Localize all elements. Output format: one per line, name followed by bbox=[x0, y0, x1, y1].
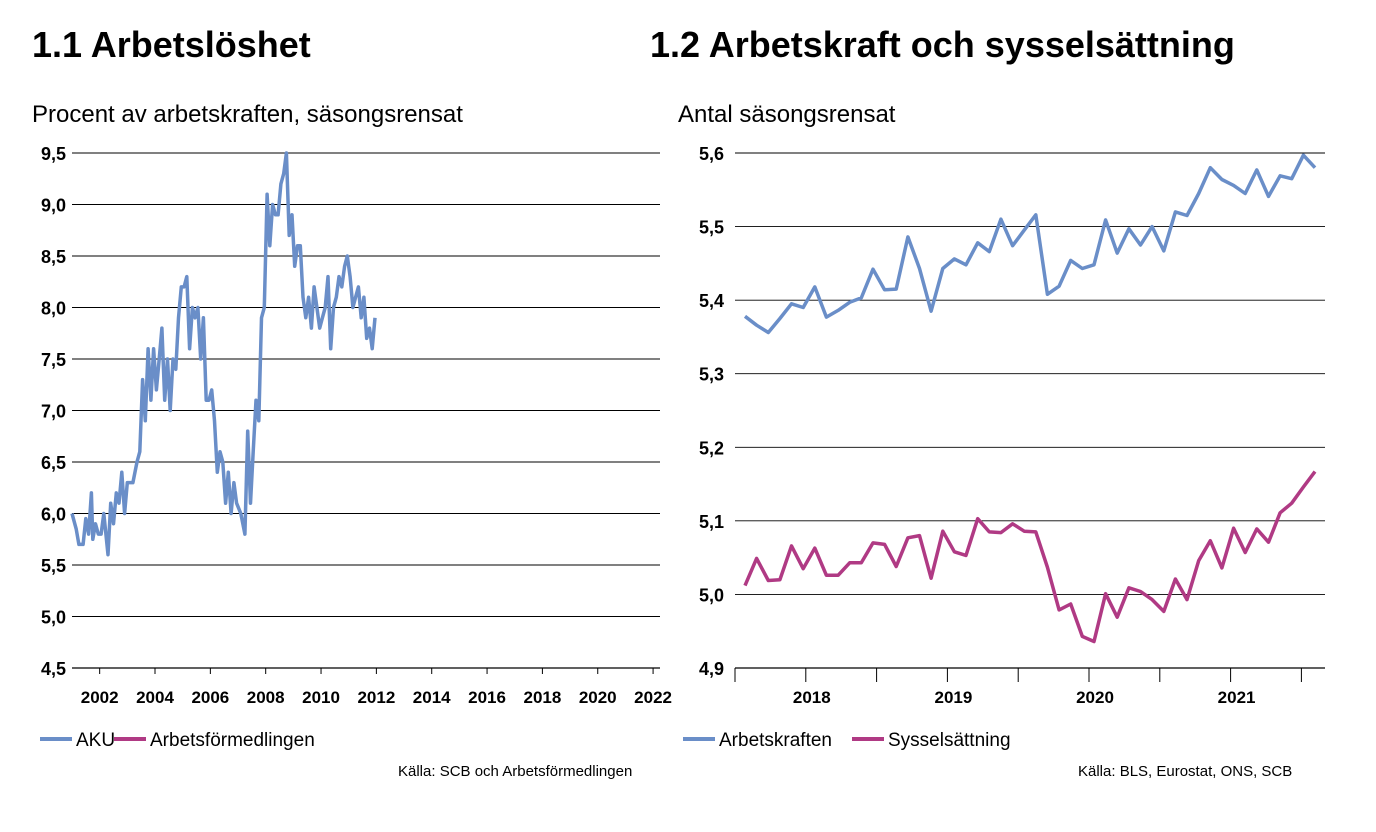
left-y-tick-label: 6,0 bbox=[41, 505, 66, 525]
right-chart-subtitle: Antal säsongsrensat bbox=[678, 101, 896, 128]
right-legend-sysselsattning-label: Sysselsättning bbox=[888, 730, 1011, 751]
left-chart-title: 1.1 Arbetslöshet bbox=[32, 24, 311, 65]
right-y-tick-label: 5,1 bbox=[699, 512, 724, 532]
left-y-tick-label: 7,5 bbox=[41, 350, 66, 370]
right-y-tick-label: 5,0 bbox=[699, 585, 724, 605]
left-x-tick-label: 2008 bbox=[247, 688, 285, 707]
left-legend-af-label: Arbetsförmedlingen bbox=[150, 730, 315, 751]
right-x-tick-label: 2021 bbox=[1218, 688, 1256, 707]
left-legend-aku-label: AKU bbox=[76, 730, 115, 751]
left-x-tick-label: 2010 bbox=[302, 688, 340, 707]
left-x-tick-label: 2002 bbox=[81, 688, 119, 707]
left-series-aku-line bbox=[70, 151, 377, 557]
right-series-sysselsattning-line bbox=[743, 470, 1317, 644]
left-y-tick-label: 7,0 bbox=[41, 402, 66, 422]
right-y-tick-label: 5,6 bbox=[699, 144, 724, 164]
right-y-tick-label: 5,2 bbox=[699, 438, 724, 458]
left-x-tick-label: 2004 bbox=[136, 688, 174, 707]
right-y-tick-label: 5,4 bbox=[699, 291, 724, 311]
right-y-tick-label: 4,9 bbox=[699, 659, 724, 679]
left-y-tick-label: 9,5 bbox=[41, 144, 66, 164]
right-chart-title: 1.2 Arbetskraft och sysselsättning bbox=[650, 24, 1235, 65]
right-x-tick-label: 2019 bbox=[934, 688, 972, 707]
left-y-tick-label: 5,0 bbox=[41, 608, 66, 628]
left-chart-subtitle: Procent av arbetskraften, säsongsrensat bbox=[32, 101, 463, 128]
left-x-tick-label: 2014 bbox=[413, 688, 451, 707]
right-y-tick-label: 5,3 bbox=[699, 365, 724, 385]
left-x-tick-label: 2016 bbox=[468, 688, 506, 707]
left-x-tick-label: 2022 bbox=[634, 688, 672, 707]
left-y-tick-label: 4,5 bbox=[41, 659, 66, 679]
left-x-tick-label: 2006 bbox=[191, 688, 229, 707]
left-x-tick-label: 2020 bbox=[579, 688, 617, 707]
right-chart-source: Källa: BLS, Eurostat, ONS, SCB bbox=[1078, 763, 1293, 780]
left-x-tick-label: 2012 bbox=[357, 688, 395, 707]
left-y-tick-label: 8,5 bbox=[41, 247, 66, 267]
right-y-tick-label: 5,5 bbox=[699, 218, 724, 238]
left-y-tick-label: 8,0 bbox=[41, 299, 66, 319]
right-legend-arbetskraften-label: Arbetskraften bbox=[719, 730, 832, 751]
right-series-arbetskraften-line bbox=[743, 153, 1317, 335]
left-y-tick-label: 9,0 bbox=[41, 196, 66, 216]
left-chart-source: Källa: SCB och Arbetsförmedlingen bbox=[398, 763, 633, 780]
left-x-tick-label: 2018 bbox=[523, 688, 561, 707]
right-x-tick-label: 2020 bbox=[1076, 688, 1114, 707]
left-y-tick-label: 5,5 bbox=[41, 556, 66, 576]
left-y-tick-label: 6,5 bbox=[41, 453, 66, 473]
right-x-tick-label: 2018 bbox=[793, 688, 831, 707]
